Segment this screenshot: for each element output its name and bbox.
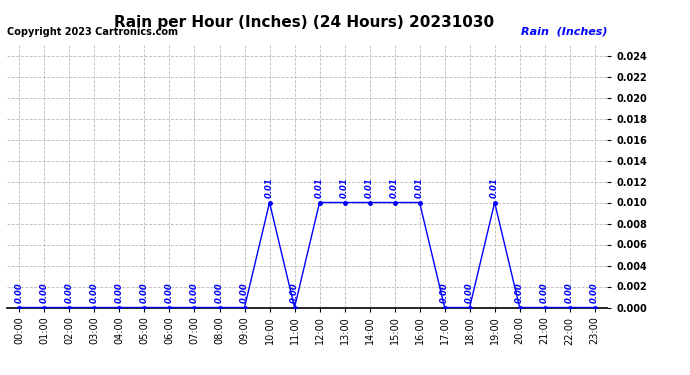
Text: 0.01: 0.01: [365, 178, 374, 198]
Text: 0.00: 0.00: [215, 283, 224, 303]
Text: 0.01: 0.01: [340, 178, 349, 198]
Text: 0.00: 0.00: [440, 283, 449, 303]
Text: 0.00: 0.00: [565, 283, 574, 303]
Text: 0.01: 0.01: [490, 178, 499, 198]
Text: Rain per Hour (Inches) (24 Hours) 20231030: Rain per Hour (Inches) (24 Hours) 202310…: [114, 15, 493, 30]
Text: 0.00: 0.00: [290, 283, 299, 303]
Text: 0.00: 0.00: [515, 283, 524, 303]
Text: 0.01: 0.01: [315, 178, 324, 198]
Text: 0.00: 0.00: [590, 283, 599, 303]
Text: 0.00: 0.00: [65, 283, 74, 303]
Text: 0.00: 0.00: [465, 283, 474, 303]
Text: 0.00: 0.00: [140, 283, 149, 303]
Text: 0.00: 0.00: [190, 283, 199, 303]
Text: 0.00: 0.00: [15, 283, 24, 303]
Text: Copyright 2023 Cartronics.com: Copyright 2023 Cartronics.com: [7, 27, 178, 37]
Text: 0.00: 0.00: [90, 283, 99, 303]
Text: 0.01: 0.01: [390, 178, 399, 198]
Text: 0.00: 0.00: [40, 283, 49, 303]
Text: 0.00: 0.00: [240, 283, 249, 303]
Text: 0.00: 0.00: [540, 283, 549, 303]
Text: 0.01: 0.01: [415, 178, 424, 198]
Text: Rain  (Inches): Rain (Inches): [521, 27, 607, 37]
Text: 0.01: 0.01: [265, 178, 274, 198]
Text: 0.00: 0.00: [165, 283, 174, 303]
Text: 0.00: 0.00: [115, 283, 124, 303]
